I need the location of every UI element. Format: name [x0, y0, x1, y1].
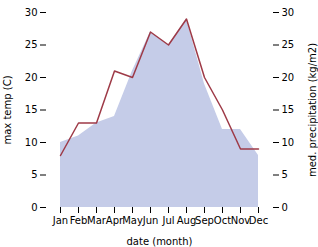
svg-text:0: 0 [282, 202, 288, 213]
svg-text:med. precipitation (kg/m2): med. precipitation (kg/m2) [307, 43, 318, 177]
svg-text:10: 10 [25, 137, 38, 148]
svg-text:May: May [122, 215, 143, 226]
svg-text:5: 5 [282, 169, 288, 180]
svg-text:Nov: Nov [231, 215, 251, 226]
svg-text:Mar: Mar [87, 215, 107, 226]
svg-text:date (month): date (month) [127, 236, 193, 247]
svg-text:25: 25 [282, 39, 295, 50]
svg-text:Jan: Jan [52, 215, 68, 226]
svg-text:Aug: Aug [177, 215, 197, 226]
svg-text:15: 15 [282, 104, 295, 115]
svg-text:20: 20 [282, 72, 295, 83]
svg-text:Sep: Sep [195, 215, 214, 226]
svg-text:20: 20 [25, 72, 38, 83]
svg-text:5: 5 [31, 169, 37, 180]
svg-text:Oct: Oct [214, 215, 231, 226]
svg-text:Apr: Apr [105, 214, 124, 226]
svg-text:15: 15 [25, 104, 38, 115]
svg-text:Dec: Dec [249, 215, 268, 226]
svg-text:0: 0 [31, 202, 37, 213]
svg-text:Feb: Feb [70, 215, 88, 226]
svg-text:Jul: Jul [161, 215, 174, 226]
svg-text:30: 30 [25, 7, 38, 18]
svg-text:max temp (C): max temp (C) [2, 75, 13, 144]
svg-text:30: 30 [282, 7, 295, 18]
svg-text:Jun: Jun [142, 215, 159, 226]
svg-text:10: 10 [282, 137, 295, 148]
svg-text:25: 25 [25, 39, 38, 50]
